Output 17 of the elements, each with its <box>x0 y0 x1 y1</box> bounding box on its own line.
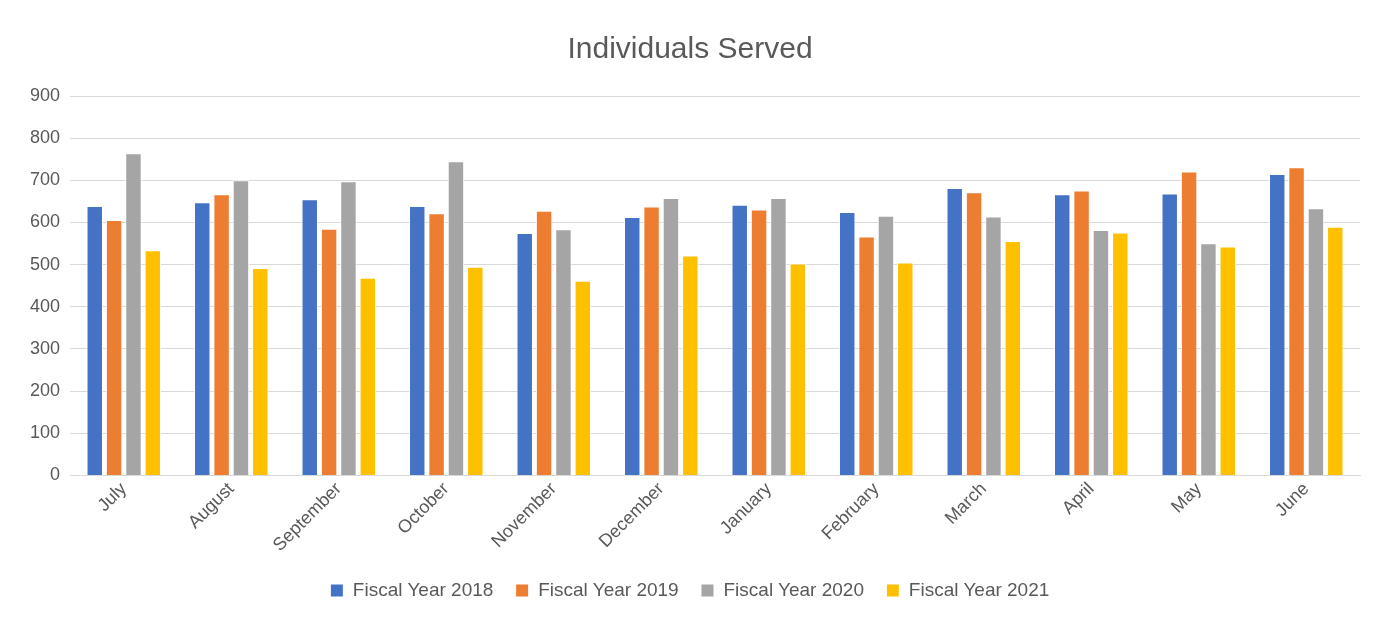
y-tick-label: 100 <box>29 422 61 443</box>
y-tick-label: 700 <box>29 169 61 190</box>
y-tick-label: 0 <box>50 464 61 485</box>
legend-label: Fiscal Year 2019 <box>538 578 679 600</box>
y-tick-label: 200 <box>29 380 61 401</box>
y-tick-label: 800 <box>29 127 61 148</box>
y-tick-label: 300 <box>29 337 61 358</box>
legend-label: Fiscal Year 2021 <box>908 578 1050 600</box>
y-tick-label: 400 <box>29 295 61 316</box>
legend-label: Fiscal Year 2018 <box>352 578 494 600</box>
y-tick-label: 500 <box>29 253 61 274</box>
x-tick-label: May <box>1166 478 1206 517</box>
y-tick-label: 600 <box>29 211 61 232</box>
x-tick-label: July <box>93 478 131 516</box>
chart-title: Individuals Served <box>567 31 813 65</box>
legend-label: Fiscal Year 2020 <box>723 578 864 600</box>
y-tick-label: 900 <box>29 84 61 105</box>
